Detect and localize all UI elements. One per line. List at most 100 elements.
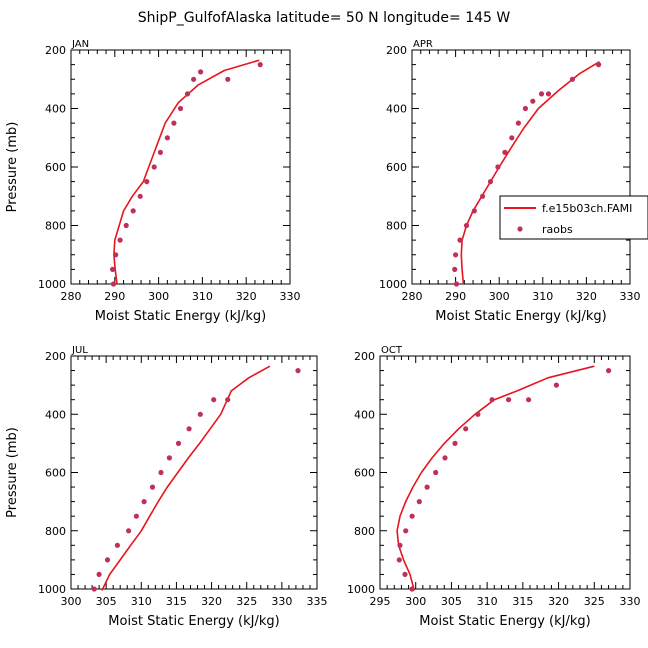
raobs-point [191, 76, 197, 82]
x-tick-label: 320 [236, 290, 257, 303]
y-tick-label: 200 [45, 350, 66, 363]
x-tick-label: 330 [280, 290, 301, 303]
raobs-point [453, 281, 460, 287]
y-tick-label: 600 [45, 467, 66, 480]
y-tick-label: 800 [354, 525, 375, 538]
x-axis-label: Moist Static Energy (kJ/kg) [95, 309, 266, 324]
raobs-point [110, 281, 117, 287]
raobs-point [117, 237, 123, 243]
x-tick-label: 310 [477, 595, 498, 608]
x-tick-label: 330 [620, 595, 641, 608]
panel-label: JAN [71, 39, 89, 50]
x-tick-label: 310 [192, 290, 213, 303]
raobs-point [211, 397, 217, 403]
y-tick-label: 400 [45, 103, 66, 116]
x-tick-label: 325 [236, 595, 257, 608]
raobs-point [137, 193, 143, 199]
x-tick-label: 300 [405, 595, 426, 608]
raobs-point [452, 440, 458, 446]
raobs-point [502, 149, 508, 155]
x-tick-label: 290 [104, 290, 125, 303]
raobs-point [96, 571, 102, 578]
y-tick-label: 600 [354, 467, 375, 480]
raobs-point [126, 528, 132, 534]
raobs-point [452, 266, 458, 272]
x-tick-label: 290 [445, 290, 466, 303]
raobs-point [489, 397, 495, 403]
raobs-point [225, 76, 231, 82]
raobs-point [295, 368, 301, 374]
x-tick-label: 305 [441, 595, 462, 608]
x-axis-label: Moist Static Energy (kJ/kg) [435, 309, 606, 324]
panel-label: APR [413, 39, 433, 50]
raobs-point [416, 499, 422, 505]
panel-label: JUL [71, 345, 88, 356]
y-tick-label: 400 [386, 103, 407, 116]
y-tick-label: 400 [354, 408, 375, 421]
x-tick-label: 300 [489, 290, 510, 303]
raobs-point [475, 411, 481, 417]
legend-marker-swatch [517, 226, 523, 232]
raobs-point [522, 105, 529, 112]
raobs-point [433, 469, 439, 476]
y-tick-label: 600 [45, 161, 66, 174]
y-axis-label: Pressure (mb) [5, 427, 20, 518]
raobs-point [545, 91, 552, 97]
raobs-point [141, 499, 147, 505]
raobs-point [487, 179, 494, 185]
x-tick-label: 310 [131, 595, 152, 608]
x-axis-label: Moist Static Energy (kJ/kg) [108, 614, 279, 629]
raobs-point [569, 76, 576, 82]
x-tick-label: 320 [576, 290, 597, 303]
raobs-point [471, 208, 477, 214]
raobs-point [530, 98, 536, 104]
raobs-point [225, 397, 231, 403]
y-tick-label: 800 [386, 220, 407, 233]
raobs-point [409, 586, 415, 592]
raobs-point [130, 208, 136, 214]
x-tick-label: 315 [512, 595, 533, 608]
x-tick-label: 295 [370, 595, 391, 608]
x-tick-label: 280 [61, 290, 82, 303]
y-tick-label: 1000 [38, 278, 66, 291]
raobs-point [133, 513, 139, 519]
raobs-point [526, 397, 532, 403]
panel-label: OCT [381, 345, 403, 356]
raobs-point [506, 397, 512, 403]
model-series-line [396, 365, 595, 591]
raobs-point [164, 135, 170, 141]
plot-frame [70, 355, 318, 590]
raobs-point [396, 557, 402, 563]
raobs-point [175, 440, 182, 446]
y-tick-label: 200 [45, 44, 66, 57]
raobs-point [402, 571, 408, 578]
y-tick-label: 600 [386, 161, 407, 174]
x-tick-label: 320 [201, 595, 222, 608]
raobs-point [403, 528, 409, 534]
raobs-point [509, 135, 515, 141]
raobs-point [149, 484, 156, 490]
x-tick-label: 335 [307, 595, 328, 608]
raobs-point [113, 252, 119, 258]
raobs-point [91, 586, 97, 592]
raobs-point [110, 266, 116, 272]
raobs-point [197, 411, 203, 417]
raobs-point [114, 542, 120, 548]
raobs-point [606, 368, 612, 374]
y-tick-label: 800 [45, 525, 66, 538]
raobs-point [442, 455, 448, 461]
legend-label-model: f.e15b03ch.FAMI [542, 202, 632, 215]
raobs-point [453, 252, 459, 258]
x-tick-label: 325 [584, 595, 605, 608]
raobs-point [463, 426, 469, 432]
y-tick-label: 1000 [38, 583, 66, 596]
model-series-line [460, 61, 600, 285]
y-tick-label: 1000 [379, 278, 407, 291]
raobs-point [397, 542, 403, 548]
figure-title: ShipP_GulfofAlaska latitude= 50 N longit… [138, 10, 511, 26]
raobs-point [104, 557, 111, 563]
model-series-line [101, 365, 271, 591]
panel-jul: JUL 300 305 310 315 320 325 330 335 200 400 600 800 1… [5, 345, 328, 629]
x-tick-label: 300 [61, 595, 82, 608]
